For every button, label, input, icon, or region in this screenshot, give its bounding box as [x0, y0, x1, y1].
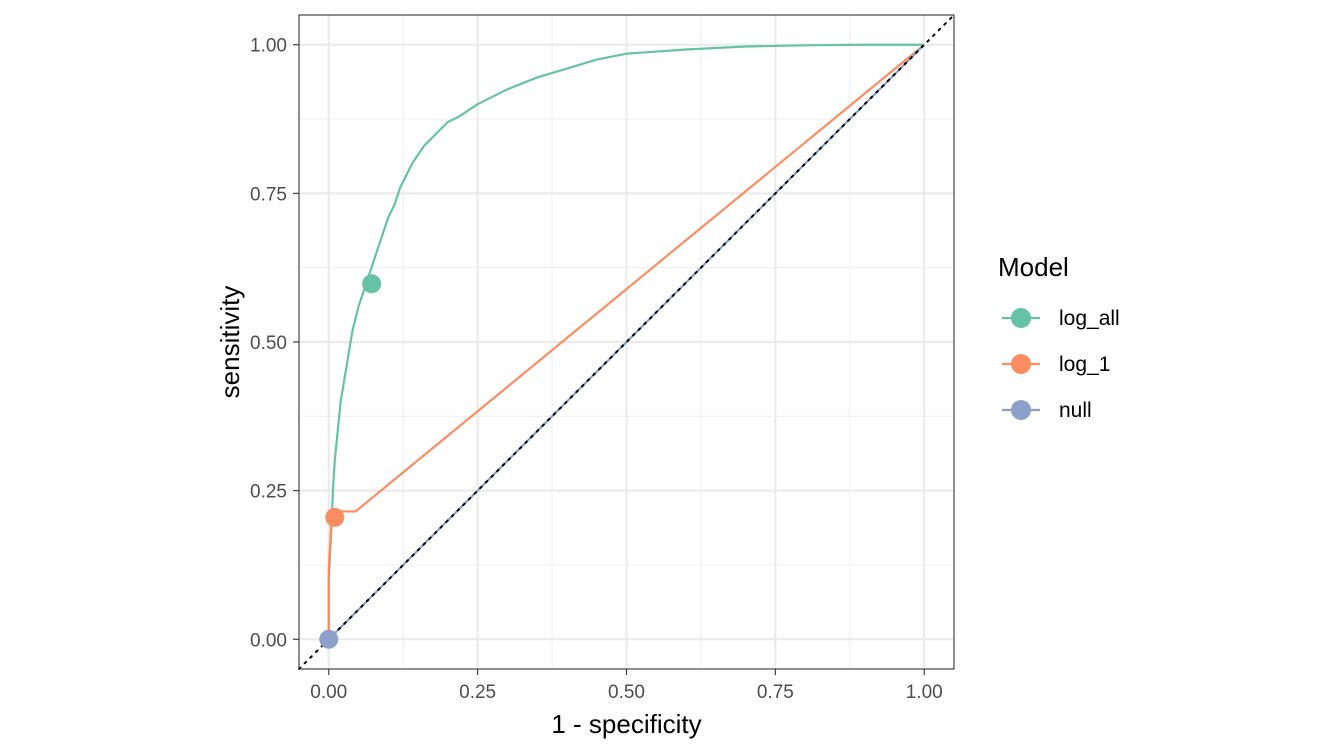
highlight-point-log-1 — [325, 507, 345, 527]
legend-key-point-null — [1011, 400, 1031, 420]
highlight-point-null — [319, 629, 339, 649]
x-tick-label: 1.00 — [906, 682, 943, 703]
y-axis-title: sensitivity — [215, 286, 245, 399]
reference-diagonal-line — [298, 14, 955, 670]
legend-key-point-log-1 — [1011, 354, 1031, 374]
legend-key-point-log-all — [1011, 308, 1031, 328]
y-tick-label: 0.25 — [250, 482, 287, 503]
legend-label-null: null — [1059, 399, 1092, 422]
x-tick-label: 0.50 — [608, 682, 645, 703]
grid-lines — [299, 15, 954, 669]
y-tick-label: 0.75 — [250, 184, 287, 205]
highlight-points-layer — [319, 274, 382, 649]
y-tick-label: 0.00 — [250, 630, 287, 651]
legend-title: Model — [998, 252, 1069, 282]
axes-layer: 0.00 0.25 0.50 0.75 1.00 0.00 0.25 0.50 0.75 1.00 — [250, 36, 943, 703]
x-tick-label: 0.25 — [459, 682, 496, 703]
legend-label-log-all: log_all — [1059, 307, 1120, 330]
x-tick-label: 0.00 — [310, 682, 347, 703]
x-tick-label: 0.75 — [757, 682, 794, 703]
highlight-point-log-all — [362, 274, 382, 294]
y-tick-label: 0.50 — [250, 333, 287, 354]
reference-line-layer — [298, 14, 955, 670]
legend-label-log-1: log_1 — [1059, 353, 1110, 376]
x-axis-title: 1 - specificity — [551, 709, 701, 739]
series-line-log-all — [327, 43, 925, 640]
y-tick-label: 1.00 — [250, 36, 287, 57]
